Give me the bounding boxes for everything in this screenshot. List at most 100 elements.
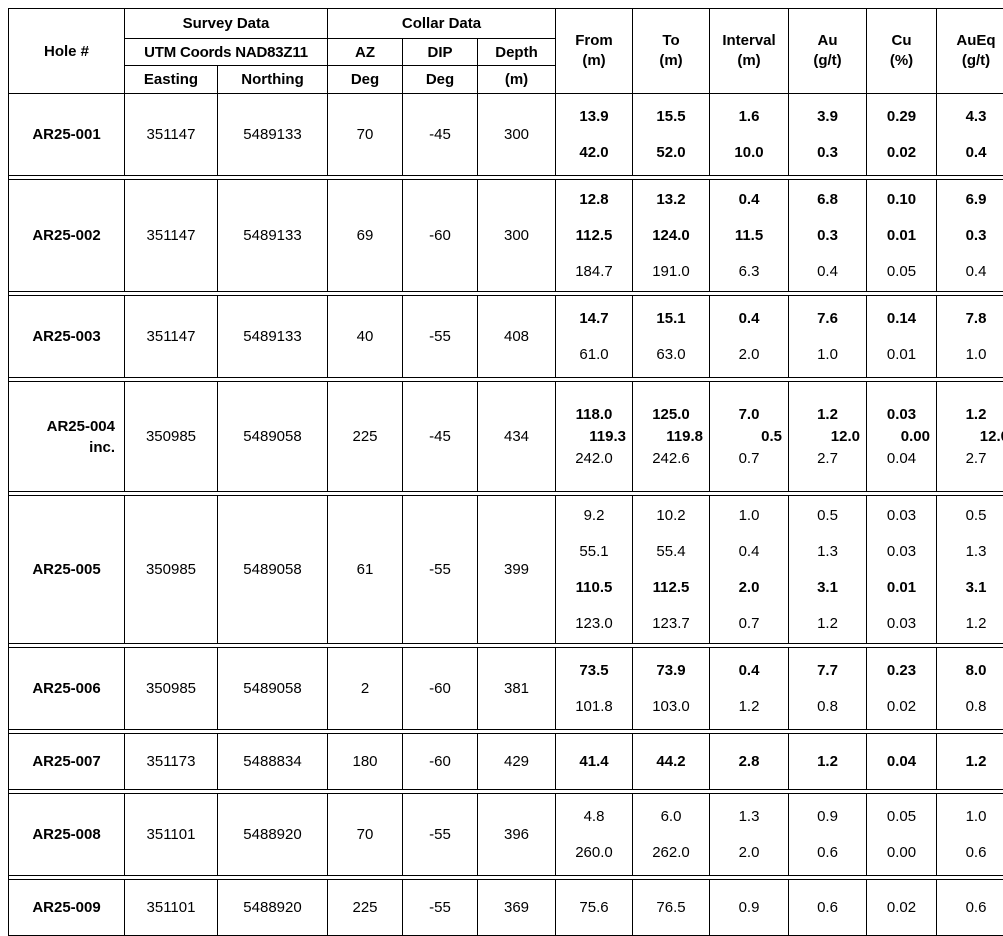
cell-aueq: 1.212.02.7 — [937, 382, 1003, 492]
cell-easting: 350985 — [125, 496, 218, 644]
cell-northing: 5488834 — [218, 734, 328, 790]
assay-value: 7.6 — [789, 308, 866, 330]
assay-value: 101.8 — [556, 696, 632, 718]
assay-value: 3.9 — [789, 106, 866, 128]
cell-interval: 2.8 — [710, 734, 789, 790]
hole-id-label: AR25-005 — [9, 562, 124, 577]
assay-value: 10.0 — [710, 142, 788, 164]
assay-value: 15.1 — [633, 308, 709, 330]
assay-value: 119.3 — [556, 426, 632, 448]
cell-easting: 350985 — [125, 382, 218, 492]
assay-value: 0.00 — [867, 842, 936, 864]
header-depth-unit: (m) — [478, 66, 556, 94]
assay-value: 242.6 — [633, 448, 709, 470]
assay-value: 0.05 — [867, 806, 936, 828]
cell-dip: -45 — [403, 94, 478, 176]
assay-value: 2.7 — [789, 448, 866, 470]
assay-value: 4.3 — [937, 106, 1003, 128]
cell-from: 41.4 — [556, 734, 633, 790]
assay-value: 123.0 — [556, 613, 632, 635]
hole-id-label: AR25-004 — [9, 419, 115, 434]
assay-value: 55.4 — [633, 541, 709, 563]
assay-value: 260.0 — [556, 842, 632, 864]
assay-value: 125.0 — [633, 404, 709, 426]
assay-value: 1.0 — [789, 344, 866, 366]
assay-value: 1.2 — [937, 751, 1003, 773]
header-dip-unit: Deg — [403, 66, 478, 94]
cell-dip: -60 — [403, 648, 478, 730]
assay-value: 0.4 — [710, 189, 788, 211]
assay-value: 110.5 — [556, 577, 632, 599]
header-az-top: AZ — [328, 39, 403, 66]
assay-value: 0.03 — [867, 404, 936, 426]
header-from-top: From — [556, 31, 632, 51]
assay-value: 12.0 — [789, 426, 866, 448]
assay-value: 7.0 — [710, 404, 788, 426]
header-collar-data-group: Collar Data — [328, 9, 556, 39]
assay-value: 4.8 — [556, 806, 632, 828]
cell-dip: -60 — [403, 180, 478, 292]
assay-value: 9.2 — [556, 505, 632, 527]
assay-value: 15.5 — [633, 106, 709, 128]
assay-value: 0.3 — [937, 225, 1003, 247]
assay-value: 6.8 — [789, 189, 866, 211]
assay-value: 3.1 — [937, 577, 1003, 599]
assay-value: 191.0 — [633, 261, 709, 283]
cell-from: 4.8 260.0 — [556, 794, 633, 876]
cell-dip: -45 — [403, 382, 478, 492]
header-survey-data-group: Survey Data — [125, 9, 328, 39]
cell-easting: 351147 — [125, 296, 218, 378]
assay-value: 0.10 — [867, 189, 936, 211]
cell-depth: 399 — [478, 496, 556, 644]
assay-value: 3.1 — [789, 577, 866, 599]
cell-dip: -55 — [403, 296, 478, 378]
hole-id-label: AR25-003 — [9, 329, 124, 344]
cell-from: 75.6 — [556, 880, 633, 936]
header-from-unit: (m) — [556, 51, 632, 71]
assay-value: 0.29 — [867, 106, 936, 128]
header-from: From (m) — [556, 9, 633, 94]
assay-value: 41.4 — [556, 751, 632, 773]
assay-value: 0.4 — [937, 261, 1003, 283]
cell-easting: 351101 — [125, 880, 218, 936]
assay-value: 13.2 — [633, 189, 709, 211]
assay-value: 0.02 — [867, 696, 936, 718]
assay-value: 123.7 — [633, 613, 709, 635]
header-to-top: To — [633, 31, 709, 51]
cell-depth: 434 — [478, 382, 556, 492]
assay-value: 0.3 — [789, 142, 866, 164]
header-az-unit: Deg — [328, 66, 403, 94]
cell-northing: 5489133 — [218, 296, 328, 378]
assay-value: 0.4 — [710, 308, 788, 330]
assay-value: 0.01 — [867, 344, 936, 366]
assay-value: 6.3 — [710, 261, 788, 283]
assay-value: 7.7 — [789, 660, 866, 682]
cell-depth: 396 — [478, 794, 556, 876]
cell-hole-id: AR25-002 — [9, 180, 125, 292]
assay-value: 112.5 — [633, 577, 709, 599]
header-dip-top: DIP — [403, 39, 478, 66]
assay-value: 1.0 — [937, 344, 1003, 366]
header-aueq-top: AuEq — [937, 31, 1003, 51]
assay-value: 0.6 — [937, 842, 1003, 864]
assay-value: 0.9 — [789, 806, 866, 828]
cell-azimuth: 40 — [328, 296, 403, 378]
assay-value: 14.7 — [556, 308, 632, 330]
